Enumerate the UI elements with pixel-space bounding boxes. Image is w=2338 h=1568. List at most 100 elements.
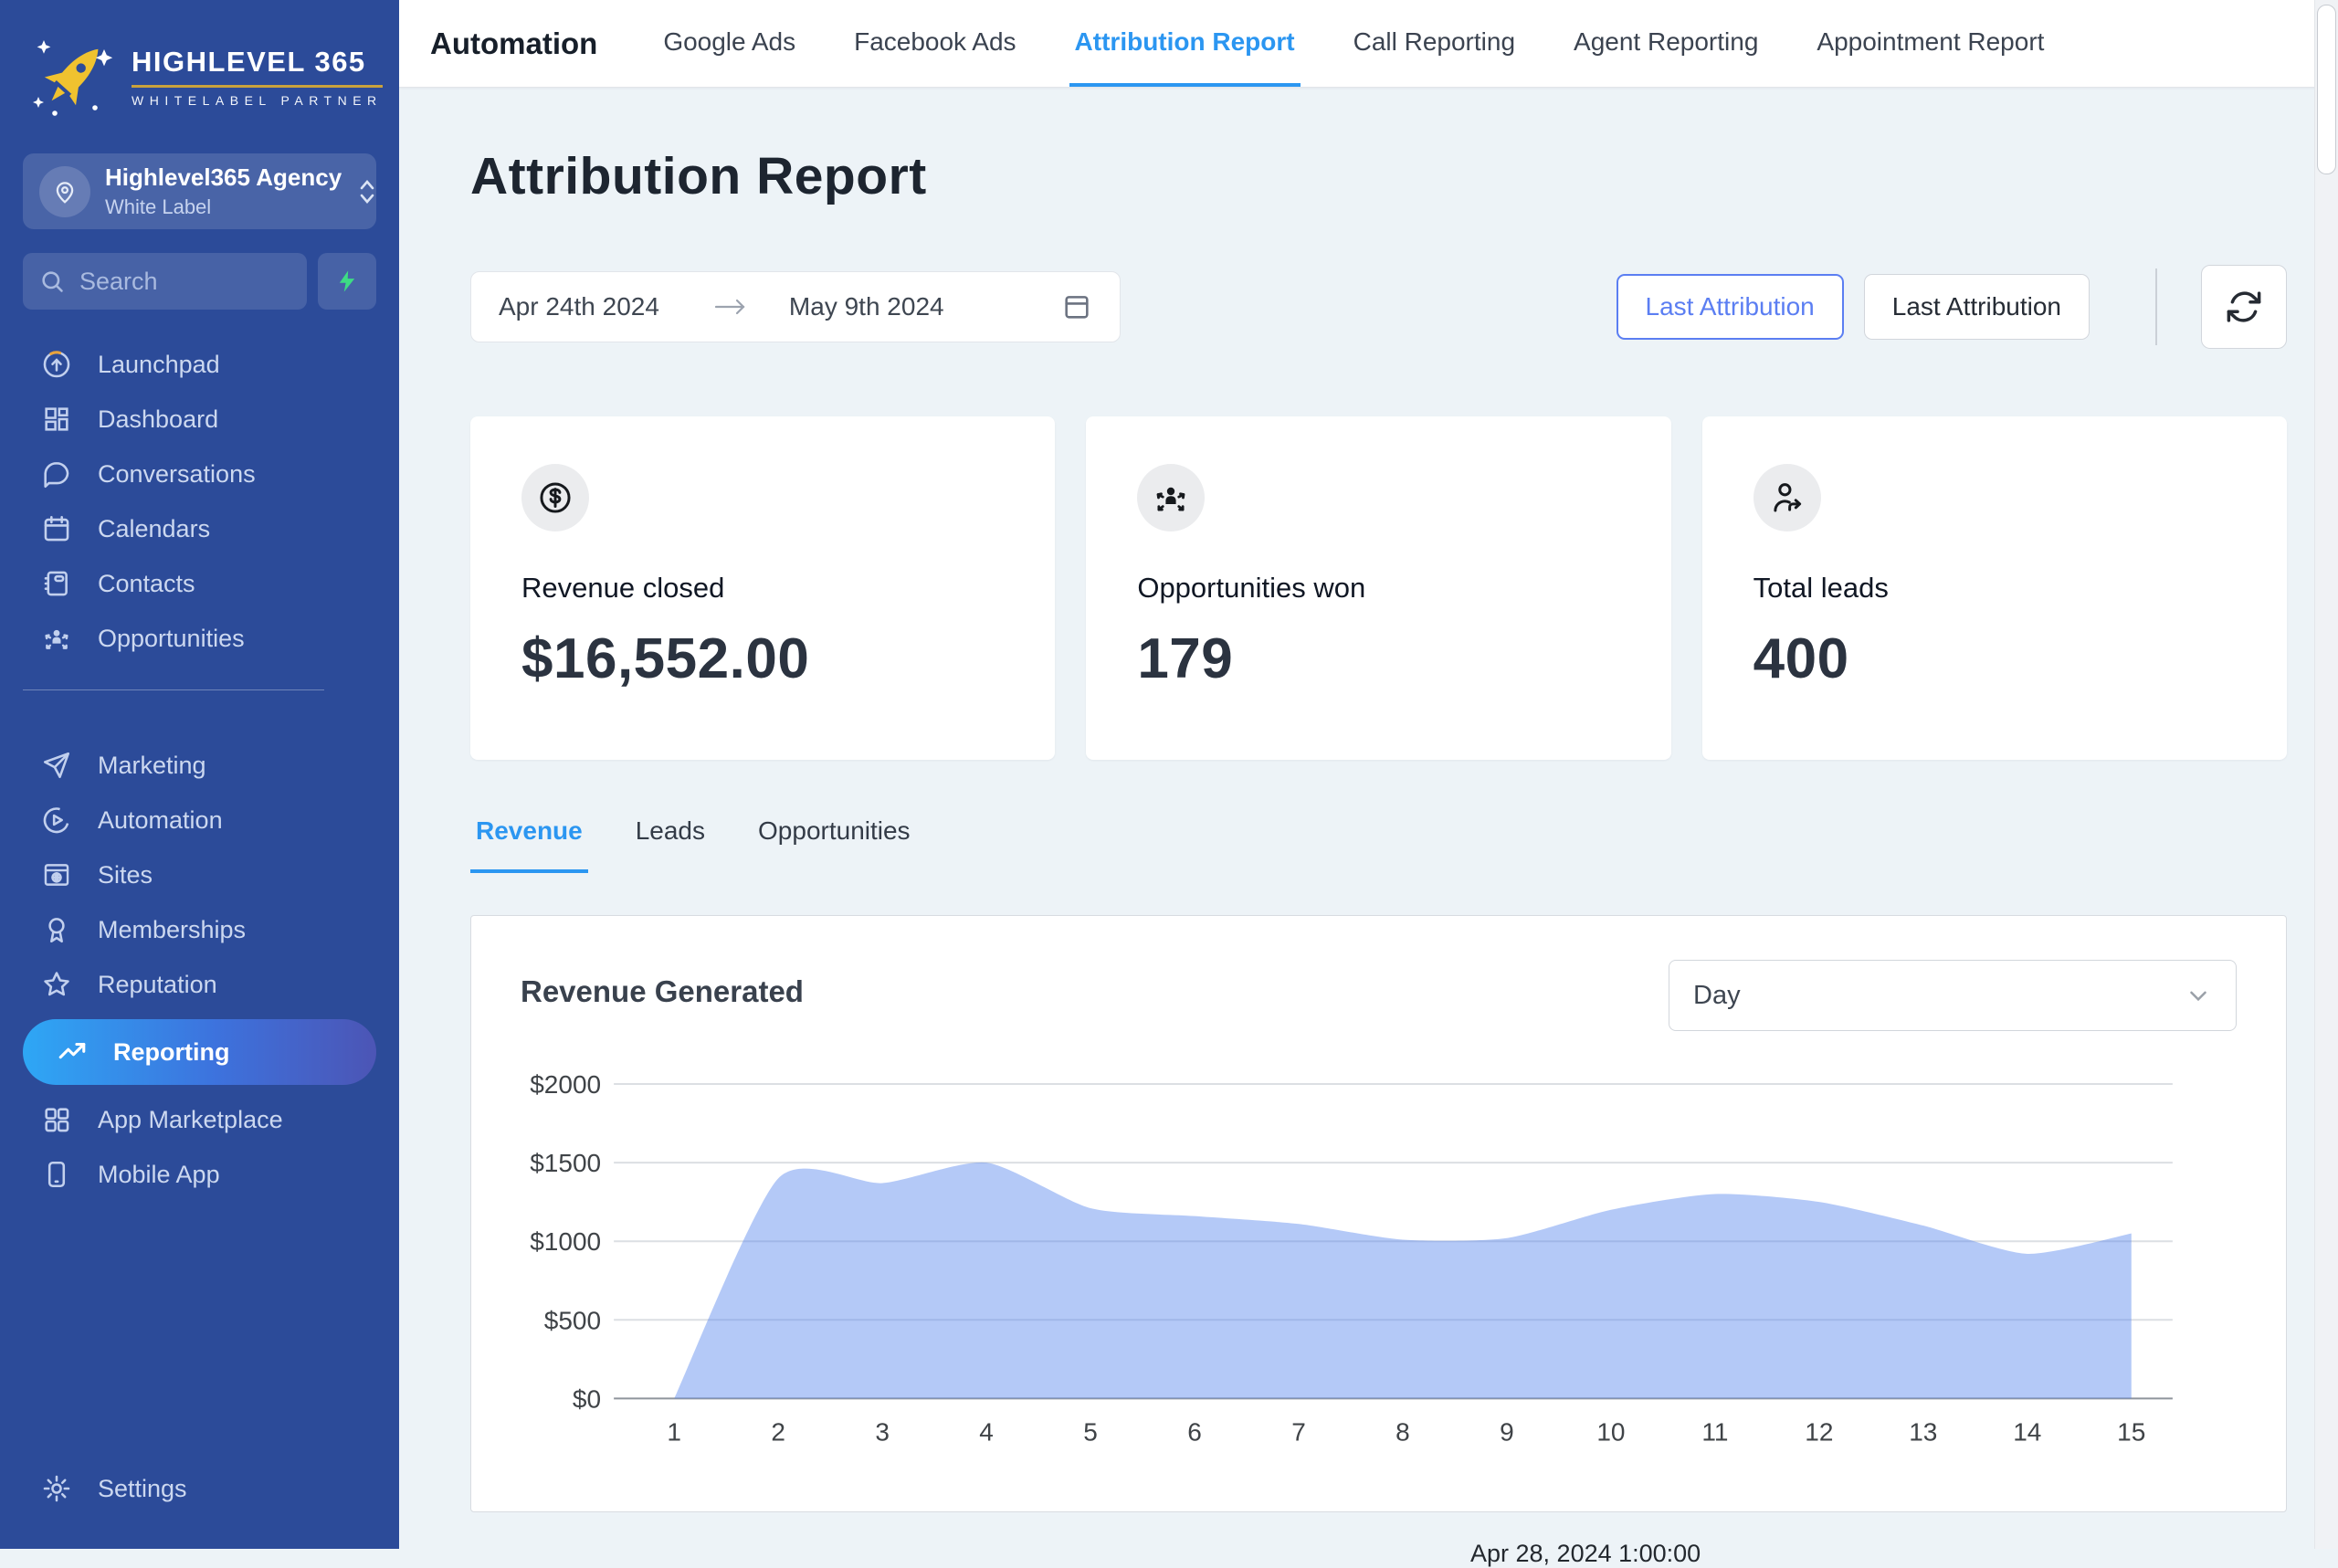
sidebar-divider [23,689,324,690]
arrow-right-icon [712,296,749,318]
sidebar-item-mobile-app[interactable]: Mobile App [0,1147,399,1202]
topbar-tab-attribution-report[interactable]: Attribution Report [1069,0,1301,87]
scrollbar-thumb[interactable] [2317,5,2336,174]
tab-leads[interactable]: Leads [630,816,711,873]
revenue-area-chart: $0$500$1000$1500$20001234567891011121314… [521,1058,2237,1457]
automation-icon [40,805,73,836]
topbar-tab-appointment-report[interactable]: Appointment Report [1811,0,2049,87]
search-input[interactable] [79,268,290,296]
stat-value: $16,552.00 [521,626,1004,691]
gear-icon [40,1473,73,1504]
agency-type: White Label [105,195,342,219]
sidebar-item-label: Settings [98,1475,187,1503]
sidebar-item-reputation[interactable]: Reputation [0,957,399,1012]
opportunities-icon [40,623,73,654]
svg-text:2: 2 [771,1417,785,1446]
last-attribution-button-secondary[interactable]: Last Attribution [1864,274,2090,340]
sidebar-item-label: Mobile App [98,1161,220,1189]
vertical-divider [2155,268,2157,345]
sites-icon [40,859,73,890]
launchpad-icon [40,349,73,380]
stat-value: 400 [1754,626,2236,691]
sidebar-item-reporting[interactable]: Reporting [23,1019,376,1085]
svg-text:4: 4 [979,1417,994,1446]
sidebar-item-label: Memberships [98,916,246,944]
svg-text:13: 13 [1909,1417,1937,1446]
scrollbar-track[interactable] [2314,0,2338,1549]
sidebar-secondary-menu: Marketing Automation Sites [0,738,399,1202]
svg-text:$500: $500 [544,1306,601,1334]
svg-text:3: 3 [875,1417,890,1446]
refresh-icon [2225,288,2263,326]
sidebar-item-opportunities[interactable]: Opportunities [0,611,399,666]
main-content: Attribution Report Apr 24th 2024 May 9th… [399,88,2338,1549]
topbar-tab-call-reporting[interactable]: Call Reporting [1348,0,1521,87]
svg-text:15: 15 [2117,1417,2145,1446]
interval-select-value: Day [1693,981,1741,1011]
topbar-tab-agent-reporting[interactable]: Agent Reporting [1568,0,1764,87]
topbar-tab-google-ads[interactable]: Google Ads [658,0,801,87]
sidebar-item-marketing[interactable]: Marketing [0,738,399,793]
sidebar-item-app-marketplace[interactable]: App Marketplace [0,1092,399,1147]
tab-opportunities[interactable]: Opportunities [753,816,916,873]
revenue-generated-card: Revenue Generated Day $0$500$1000$1500$2… [470,915,2287,1512]
stat-label: Revenue closed [521,572,1004,605]
agency-switcher[interactable]: Highlevel365 Agency White Label [23,153,376,229]
sidebar-item-label: Conversations [98,460,256,489]
sidebar-item-calendars[interactable]: Calendars [0,501,399,556]
marketing-icon [40,750,73,781]
tab-revenue[interactable]: Revenue [470,816,588,873]
sidebar-item-memberships[interactable]: Memberships [0,902,399,957]
rocket-logo-icon [26,27,121,126]
sidebar-item-conversations[interactable]: Conversations [0,447,399,501]
contacts-icon [40,568,73,599]
quick-actions-button[interactable] [318,253,376,310]
topbar-tab-facebook-ads[interactable]: Facebook Ads [848,0,1021,87]
sidebar-item-sites[interactable]: Sites [0,847,399,902]
svg-text:$2000: $2000 [530,1070,601,1099]
refresh-button[interactable] [2201,265,2287,349]
brand-divider [132,85,383,88]
svg-text:11: 11 [1701,1417,1728,1446]
date-range-picker[interactable]: Apr 24th 2024 May 9th 2024 [470,271,1121,342]
sidebar-item-automation[interactable]: Automation [0,793,399,847]
svg-text:$0: $0 [573,1384,601,1413]
sidebar-item-label: Dashboard [98,405,218,434]
location-pin-icon [39,166,90,217]
stat-card-opportunities-won: Opportunities won 179 [1086,416,1670,760]
sidebar-primary-menu: Launchpad Dashboard Conversations [0,337,399,666]
svg-text:10: 10 [1596,1417,1625,1446]
topbar-tabs: Google Ads Facebook Ads Attribution Report… [658,0,2097,87]
sidebar-item-settings[interactable]: Settings [0,1461,399,1516]
agency-name: Highlevel365 Agency [105,163,342,192]
last-attribution-button-primary[interactable]: Last Attribution [1617,274,1844,340]
stat-value: 179 [1137,626,1619,691]
sidebar-item-contacts[interactable]: Contacts [0,556,399,611]
report-tabs: Revenue Leads Opportunities [470,816,2287,873]
memberships-icon [40,914,73,945]
stat-cards: Revenue closed $16,552.00 Opportunities … [470,416,2287,760]
stat-label: Opportunities won [1137,572,1619,605]
sidebar-item-label: Launchpad [98,351,220,379]
sidebar-item-label: Automation [98,806,223,835]
dollar-circle-icon [521,464,589,531]
reporting-icon [56,1037,89,1068]
svg-text:$1000: $1000 [530,1227,601,1256]
total-leads-icon [1754,464,1821,531]
interval-select[interactable]: Day [1669,960,2237,1031]
svg-text:5: 5 [1083,1417,1098,1446]
sidebar-item-label: App Marketplace [98,1106,283,1134]
svg-text:14: 14 [2013,1417,2041,1446]
search-icon [39,268,65,294]
svg-text:9: 9 [1500,1417,1514,1446]
sidebar-item-dashboard[interactable]: Dashboard [0,392,399,447]
stat-card-revenue-closed: Revenue closed $16,552.00 [470,416,1055,760]
brand-title: HIGHLEVEL 365 [132,46,383,79]
stat-card-total-leads: Total leads 400 [1702,416,2287,760]
sidebar-item-launchpad[interactable]: Launchpad [0,337,399,392]
page-title: Attribution Report [470,146,2287,206]
date-range-start: Apr 24th 2024 [499,292,659,321]
search-box[interactable] [23,253,307,310]
dashboard-icon [40,404,73,435]
date-range-end: May 9th 2024 [789,292,944,321]
